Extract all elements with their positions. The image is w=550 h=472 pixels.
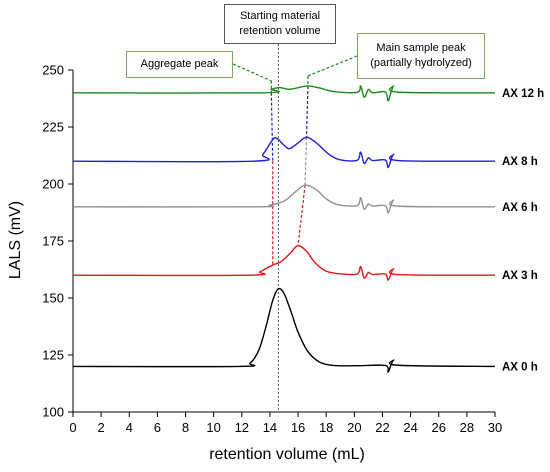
main-peak-connector	[307, 55, 358, 77]
y-tick-label: 150	[42, 291, 64, 306]
main-peak-marker-line	[305, 85, 309, 138]
y-tick-label: 100	[42, 405, 64, 420]
y-tick-label: 125	[42, 348, 64, 363]
x-tick-label: 18	[319, 420, 333, 435]
series-label: AX 8 h	[502, 156, 538, 168]
guide-lines	[232, 44, 358, 412]
x-tick-label: 24	[403, 420, 417, 435]
series-label: AX 12 h	[502, 88, 544, 100]
series-line	[72, 287, 496, 373]
x-tick-label: 30	[488, 420, 502, 435]
x-tick-label: 6	[154, 420, 161, 435]
main-peak-marker-line	[297, 185, 306, 246]
y-axis-title: LALS (mV)	[7, 201, 24, 279]
y-tick-label: 200	[42, 177, 64, 192]
x-tick-label: 0	[69, 420, 76, 435]
series-label: AX 6 h	[502, 202, 538, 214]
aggregate-peak-annotation: Aggregate peak	[126, 51, 233, 78]
y-tick-label: 250	[42, 63, 64, 78]
series-label: AX 0 h	[502, 361, 538, 373]
starting-material-annotation: Starting material retention volume	[224, 4, 336, 44]
series-label: AX 3 h	[502, 270, 538, 282]
main-sample-peak-annotation: Main sample peak (partially hydrolyzed)	[357, 33, 485, 79]
series-line	[72, 85, 496, 102]
x-tick-label: 28	[460, 420, 474, 435]
x-tick-label: 20	[347, 420, 361, 435]
series-line	[72, 244, 496, 281]
main-peak-marker-line	[304, 137, 308, 186]
x-tick-label: 26	[431, 420, 445, 435]
x-axis-title: retention volume (mL)	[209, 446, 365, 463]
x-tick-label: 12	[235, 420, 249, 435]
y-tick-label: 225	[42, 120, 64, 135]
x-tick-label: 2	[98, 420, 105, 435]
x-tick-label: 16	[291, 420, 305, 435]
x-tick-label: 10	[206, 420, 220, 435]
x-tick-label: 4	[126, 420, 133, 435]
aggregate-marker-line	[270, 92, 274, 162]
aggregate-connector	[232, 63, 272, 82]
x-tick-label: 22	[375, 420, 389, 435]
series-line	[72, 136, 496, 169]
x-tick-label: 8	[182, 420, 189, 435]
series-group: AX 12 h AX 8 h AX 6 h AX 3 h AX 0 h	[72, 85, 544, 373]
series-line	[72, 184, 496, 214]
axes: 0 2 4 6 8 10 12 14 16 18 20 22 24 26 28 301001251501752…	[42, 63, 502, 436]
x-tick-label: 14	[263, 420, 277, 435]
y-tick-label: 175	[42, 234, 64, 249]
